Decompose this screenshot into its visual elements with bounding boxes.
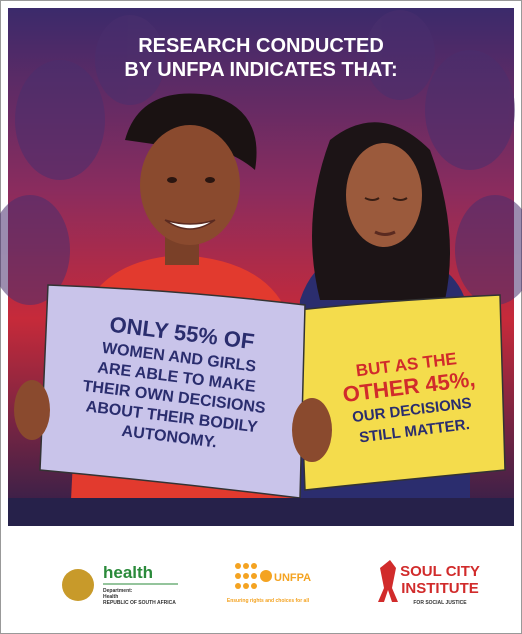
health-line3: REPUBLIC OF SOUTH AFRICA bbox=[103, 600, 176, 606]
headline-line: RESEARCH CONDUCTED bbox=[138, 35, 384, 57]
unfpa-name: UNFPA bbox=[274, 572, 311, 584]
health-name: health bbox=[103, 563, 153, 582]
page: RESEARCH CONDUCTEDBY UNFPA INDICATES THA… bbox=[0, 0, 522, 634]
soul-city-line3: FOR SOCIAL JUSTICE bbox=[413, 600, 467, 606]
unfpa-tagline: Ensuring rights and choices for all bbox=[227, 598, 310, 604]
headline-line: BY UNFPA INDICATES THAT: bbox=[124, 59, 397, 81]
floor bbox=[8, 498, 514, 526]
soul-city-line2: INSTITUTE bbox=[401, 580, 479, 597]
poster: RESEARCH CONDUCTEDBY UNFPA INDICATES THA… bbox=[0, 0, 522, 634]
soul-city-line1: SOUL CITY bbox=[400, 563, 480, 580]
